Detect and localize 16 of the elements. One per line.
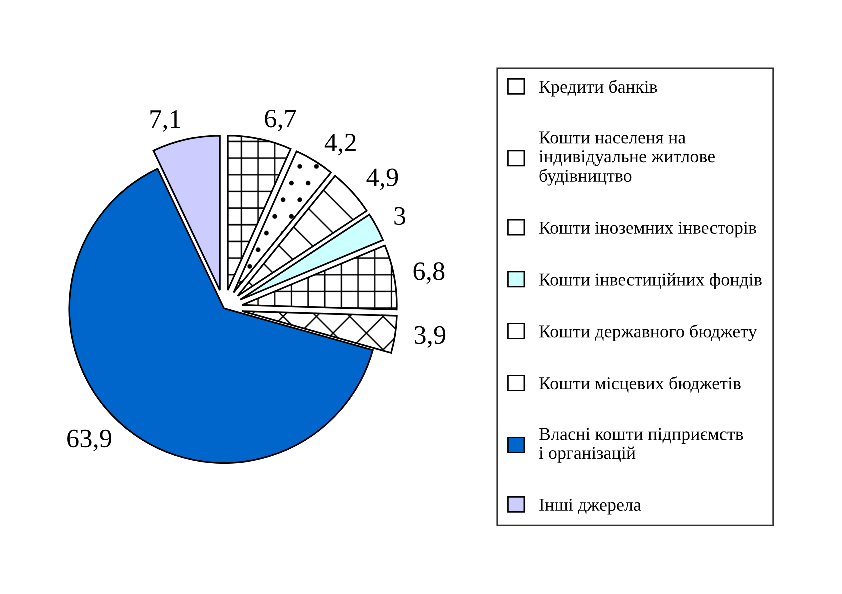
data-label: 6,7 <box>265 110 296 132</box>
data-label: 7,1 <box>150 110 180 132</box>
data-label: 63,9 <box>68 430 112 452</box>
legend-label: Кошти іноземних інвесторів <box>539 222 756 238</box>
legend-label: Кошти місцевих бюджетів <box>539 376 741 393</box>
legend-label: Кошти державного бюджету <box>539 324 758 342</box>
legend-label: Власні кошти підприємств і організацій <box>539 428 744 463</box>
data-label: 3 <box>394 207 406 226</box>
legend-label: Кошти інвестиційних фондів <box>539 273 762 290</box>
legend-label: Кредити банків <box>539 80 658 97</box>
data-label: 4,2 <box>324 134 356 156</box>
legend-label: Інші джерела <box>540 498 642 515</box>
legend-label: Кошти населеня на індивідуальне житлове будівництво <box>539 132 715 186</box>
data-label: 4,9 <box>366 168 398 190</box>
data-label: 3,9 <box>414 326 446 348</box>
data-label: 6,8 <box>414 262 445 284</box>
